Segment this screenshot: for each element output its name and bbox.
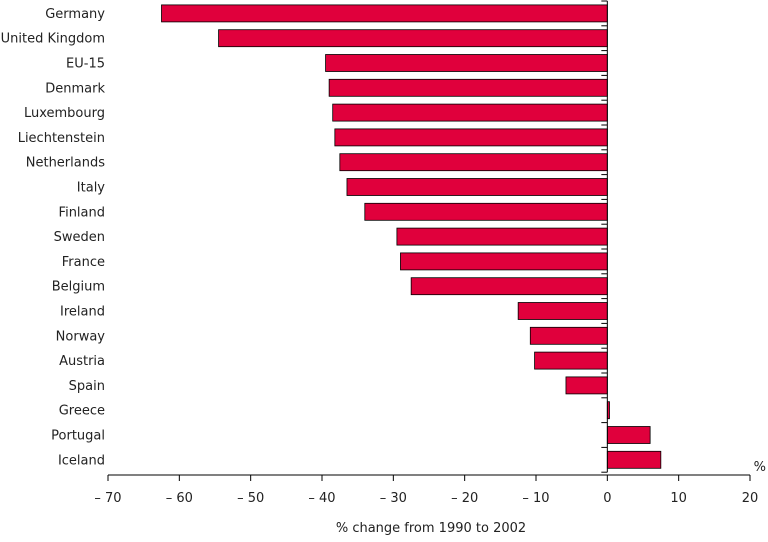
x-axis-ticks: – 70 – 60 – 50 – 40 – 30 – 20 – 10 0 10 20: [94, 475, 758, 506]
category-label: Iceland: [58, 453, 105, 468]
category-label: Ireland: [60, 305, 105, 320]
category-label: Germany: [45, 7, 105, 22]
category-label: EU-15: [66, 57, 105, 72]
bar: [606, 450, 662, 469]
bar: [410, 277, 608, 296]
category-label: Denmark: [45, 81, 105, 96]
bar: [325, 54, 608, 72]
category-label: Greece: [59, 404, 105, 419]
x-tick-label: – 20: [451, 491, 478, 506]
category-label: Italy: [77, 181, 106, 196]
zero-axis-ticks: [601, 0, 608, 473]
category-label: Belgium: [52, 280, 105, 295]
bar: [328, 78, 608, 97]
x-axis-title: % change from 1990 to 2002: [336, 521, 526, 536]
bar: [400, 252, 608, 271]
x-tick-label: 0: [603, 491, 611, 506]
category-label: Netherlands: [26, 156, 105, 171]
x-tick-label: – 70: [94, 491, 121, 506]
category-label: Liechtenstein: [18, 131, 105, 146]
bar: [606, 426, 651, 444]
category-label: Luxembourg: [24, 106, 105, 121]
x-tick-label: – 40: [308, 491, 335, 506]
bar: [565, 376, 608, 395]
x-tick-label: – 60: [166, 491, 193, 506]
bar: [346, 178, 608, 196]
x-tick-label: – 10: [522, 491, 549, 506]
category-label: Austria: [59, 354, 105, 369]
bar: [529, 326, 608, 345]
category-labels: Germany United Kingdom EU-15 Denmark Luxembo…: [1, 7, 106, 468]
bar: [396, 227, 608, 246]
category-label: United Kingdom: [1, 32, 105, 47]
category-label: Norway: [56, 329, 106, 344]
x-tick-label: – 30: [380, 491, 407, 506]
category-label: Finland: [59, 205, 105, 220]
bar: [161, 4, 608, 23]
bars-group: [161, 4, 662, 469]
bar: [534, 351, 608, 370]
bar: [334, 128, 608, 147]
bar: [218, 29, 608, 48]
x-tick-label: – 50: [237, 491, 264, 506]
x-tick-label: 10: [670, 491, 687, 506]
x-tick-label: 20: [742, 491, 759, 506]
bar: [339, 153, 608, 172]
category-label: Sweden: [54, 230, 105, 245]
category-label: Spain: [69, 379, 105, 394]
category-label: France: [62, 255, 105, 270]
category-label: Portugal: [51, 429, 105, 444]
bar: [517, 302, 608, 320]
unit-label: %: [754, 460, 766, 475]
bar: [332, 103, 608, 122]
bar: [364, 202, 608, 221]
